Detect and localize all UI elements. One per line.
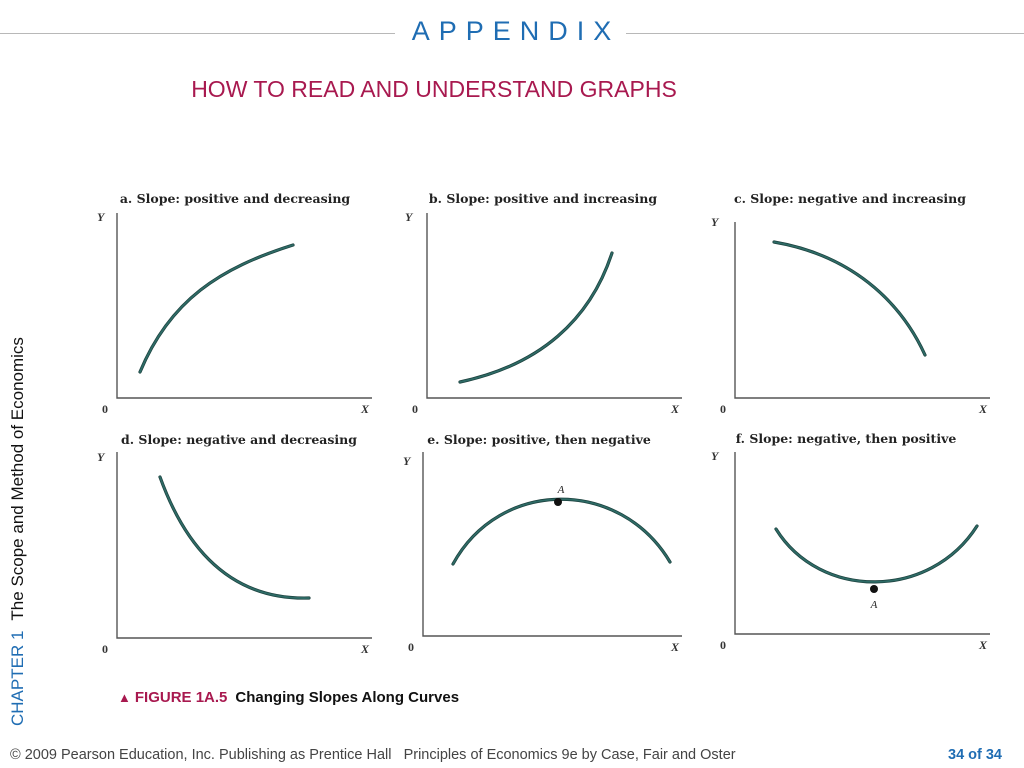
figure-caption: ▲ FIGURE 1A.5 Changing Slopes Along Curves	[118, 689, 459, 706]
panel-b-y-axis-label: Y	[405, 210, 414, 224]
panel-f-y-axis-label: Y	[711, 449, 720, 463]
panel-c-curve	[773, 241, 926, 356]
panel-a-curve	[139, 244, 294, 373]
panel-e-x-axis-label: X	[670, 640, 680, 654]
panel-e-curve-outline	[451, 497, 672, 566]
book-citation: Principles of Economics 9e by Case, Fair…	[403, 747, 736, 763]
panel-d-axes	[116, 452, 372, 639]
figure-number: FIGURE 1A.5	[134, 689, 228, 706]
panel-d-curve	[159, 476, 310, 599]
footer: © 2009 Pearson Education, Inc. Publishin…	[0, 745, 1024, 768]
panel-f-point	[870, 585, 878, 593]
panel-c-title: c. Slope: negative and increasing	[734, 191, 966, 206]
panel-e-origin-label: 0	[408, 640, 414, 654]
page-title: HOW TO READ AND UNDERSTAND GRAPHS	[191, 76, 677, 102]
panel-b-title: b. Slope: positive and increasing	[429, 191, 657, 206]
panel-b-origin-label: 0	[412, 402, 418, 416]
panel-e-axes	[422, 452, 682, 637]
panel-e-point	[554, 498, 562, 506]
panel-b-curve-outline	[458, 251, 614, 384]
panel-a-origin-label: 0	[102, 402, 108, 416]
copyright-text: © 2009 Pearson Education, Inc. Publishin…	[10, 747, 392, 763]
appendix-heading-text: APPENDIX	[397, 16, 627, 46]
panel-e-curve	[452, 498, 671, 565]
panel-f-point-label: A	[870, 599, 878, 611]
panel-f-axes	[734, 452, 990, 635]
panel-c-origin-label: 0	[720, 402, 726, 416]
panel-c-x-axis-label: X	[978, 402, 988, 416]
panel-e-title: e. Slope: positive, then negative	[427, 432, 651, 447]
panel-a-axes	[116, 213, 372, 399]
panel-c-y-axis-label: Y	[711, 215, 720, 229]
figure-caption-text: Changing Slopes Along Curves	[235, 689, 460, 706]
panel-e-point-label: A	[557, 484, 565, 496]
panel-d-x-axis-label: X	[360, 642, 370, 656]
panel-f-x-axis-label: X	[978, 638, 988, 652]
panel-a-y-axis-label: Y	[97, 210, 106, 224]
panel-b-curve	[459, 252, 613, 383]
panel-a-curve-outline	[138, 243, 295, 374]
panel-d-title: d. Slope: negative and decreasing	[121, 432, 357, 447]
panel-f-curve	[775, 525, 978, 583]
panel-a-title: a. Slope: positive and decreasing	[120, 191, 351, 206]
header-rule-left	[0, 33, 395, 34]
panel-a-x-axis-label: X	[360, 402, 370, 416]
panel-b-x-axis-label: X	[670, 402, 680, 416]
panel-e-y-axis-label: Y	[403, 454, 412, 468]
page-number: 34 of 34	[948, 747, 1002, 763]
panel-d-y-axis-label: Y	[97, 450, 106, 464]
panel-d-origin-label: 0	[102, 642, 108, 656]
panel-b-axes	[426, 213, 682, 399]
appendix-heading: APPENDIX	[0, 16, 1024, 47]
header-rule-right	[626, 33, 1024, 34]
panel-f-origin-label: 0	[720, 638, 726, 652]
panel-c-axes	[734, 222, 990, 399]
panel-c-curve-outline	[772, 240, 927, 357]
footer-copyright: © 2009 Pearson Education, Inc. Publishin…	[10, 747, 736, 763]
triangle-icon: ▲	[118, 690, 131, 705]
panel-f-title: f. Slope: negative, then positive	[736, 431, 957, 446]
panel-f-curve-outline	[774, 524, 979, 584]
